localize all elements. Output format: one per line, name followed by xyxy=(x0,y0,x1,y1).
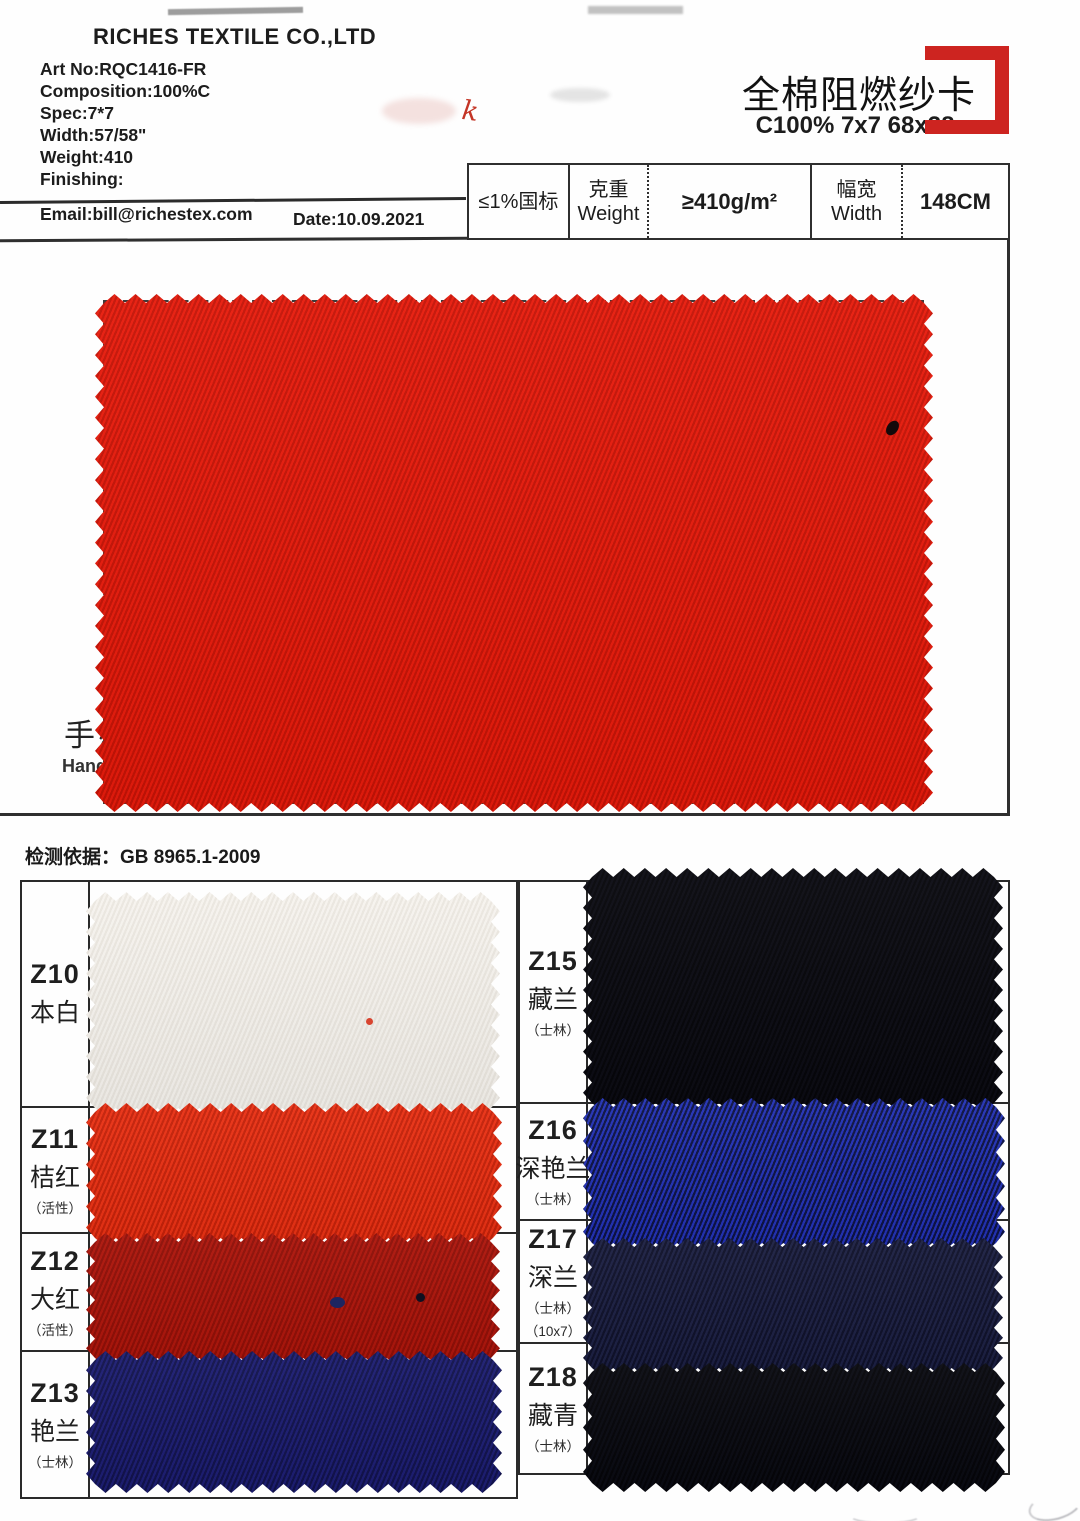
table-border xyxy=(0,813,1010,816)
swatch-label-z12: Z12 大红 （活性） xyxy=(22,1234,90,1352)
swatch-z11-orange-red xyxy=(86,1103,502,1247)
table-border xyxy=(1007,238,1010,815)
divider-line xyxy=(0,196,467,204)
swatch-label-z17: Z17 深兰 （士林） （10x7） xyxy=(520,1221,588,1344)
width-label-cn: 幅宽 xyxy=(836,178,877,201)
scan-streak xyxy=(167,6,304,16)
red-bracket-icon xyxy=(925,46,1009,60)
swatch-z18-navy xyxy=(583,1363,1005,1492)
handwritten-scribble xyxy=(848,1506,922,1521)
spec-table: ≤1%国标 克重 Weight ≥410g/m² 幅宽 Width 148CM xyxy=(467,163,1010,240)
finishing: Finishing: xyxy=(40,169,124,189)
width-value: 148CM xyxy=(920,188,991,214)
composition: Composition:100%C xyxy=(40,81,211,101)
swatch-label-z18: Z18 藏青 （士林） xyxy=(520,1344,588,1473)
scan-smudge xyxy=(550,88,610,102)
swatch-label-z16: Z16 深艳兰 （士林） xyxy=(516,1104,591,1221)
weight-label-en: Weight xyxy=(577,202,640,225)
standard-value: ≤1%国标 xyxy=(478,190,559,213)
divider-line xyxy=(0,236,470,242)
handwritten-scribble xyxy=(1025,1485,1080,1521)
weight-label-cn: 克重 xyxy=(588,178,629,201)
company-name: RICHES TEXTILE CO.,LTD xyxy=(93,24,377,49)
date: Date:10.09.2021 xyxy=(293,209,425,229)
red-bracket-icon xyxy=(925,120,1009,134)
scan-streak xyxy=(588,6,683,14)
weight-value: ≥410g/m² xyxy=(681,188,778,214)
swatch-z10-natural-white xyxy=(86,892,500,1117)
swatch-label-z11: Z11 桔红 （活性） xyxy=(22,1108,90,1234)
red-bracket-icon xyxy=(995,46,1009,134)
email: Email:bill@richestex.com xyxy=(40,204,253,224)
product-title: 全棉阻燃纱卡 xyxy=(742,75,977,117)
weight: Weight:410 xyxy=(40,147,134,167)
swatch-z15-navy-blue xyxy=(583,868,1003,1112)
fabric-fleck xyxy=(416,1293,425,1302)
article-info-block: Art No:RQC1416-FR Composition:100%C Spec… xyxy=(40,58,210,190)
scan-smudge xyxy=(382,98,456,124)
fabric-fleck xyxy=(330,1297,345,1308)
standard-cell: ≤1%国标 xyxy=(469,165,570,238)
spec: Spec:7*7 xyxy=(40,103,114,123)
swatch-label-z13: Z13 艳兰 （士林） xyxy=(22,1352,90,1497)
product-spec: C100% 7x7 68x38 xyxy=(755,112,955,139)
weight-value-cell: ≥410g/m² xyxy=(649,165,812,238)
weight-label-cell: 克重 Weight xyxy=(570,165,649,238)
swatch-z13-bright-blue xyxy=(86,1351,502,1493)
handwritten-mark: k xyxy=(459,95,481,128)
main-fabric-swatch-red xyxy=(95,294,933,812)
width: Width:57/58" xyxy=(40,125,147,145)
art-no: Art No:RQC1416-FR xyxy=(40,59,207,79)
fabric-fleck xyxy=(366,1018,373,1025)
swatch-z17-dark-blue xyxy=(583,1238,1003,1377)
swatch-label-z10: Z10 本白 xyxy=(22,882,90,1108)
fabric-fleck xyxy=(883,418,902,438)
width-value-cell: 148CM xyxy=(903,165,1008,238)
width-label-en: Width xyxy=(830,202,883,225)
swatch-z12-big-red xyxy=(86,1233,500,1367)
test-standard: 检测依据：GB 8965.1-2009 xyxy=(25,847,261,868)
swatch-label-z15: Z15 藏兰 （士林） xyxy=(520,882,588,1104)
swatch-z16-deep-bright-blue xyxy=(583,1098,1005,1252)
width-label-cell: 幅宽 Width xyxy=(812,165,903,238)
